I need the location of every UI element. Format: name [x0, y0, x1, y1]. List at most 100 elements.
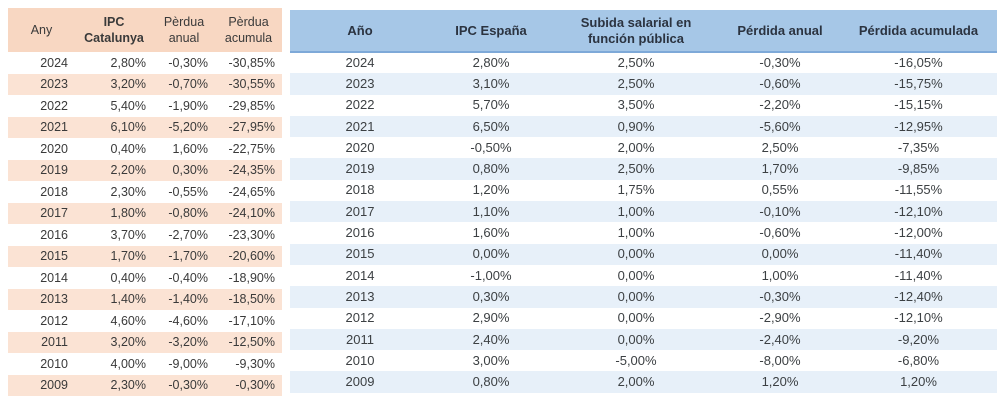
value-cell: -27,95% [215, 116, 282, 138]
value-cell: -0,30% [720, 286, 840, 308]
year-cell: 2015 [290, 243, 430, 265]
year-cell: 2018 [40, 184, 68, 199]
value-cell: -2,70% [168, 227, 208, 242]
value-cell: 0,00% [720, 243, 840, 265]
year-cell: 2019 [8, 159, 75, 181]
value-cell: 3,00% [472, 352, 510, 368]
table-header: Any IPC Catalunya Pèrdua anual Pèrdua acumu… [8, 8, 282, 52]
value-cell: -18,90% [228, 270, 275, 285]
value-cell: 2,40% [430, 328, 552, 351]
table-row: 2015 1,70% -1,70% -20,60% [8, 245, 282, 267]
year-cell: 2010 [40, 356, 68, 371]
value-cell: -11,40% [894, 267, 943, 283]
value-cell: 1,20% [720, 371, 840, 393]
year-cell: 2013 [290, 286, 430, 308]
value-cell: 1,70% [720, 158, 840, 180]
value-cell: 5,40% [110, 98, 146, 113]
value-cell: -0,55% [168, 184, 208, 199]
value-cell: 1,60% [472, 225, 510, 241]
value-cell: 1,40% [75, 288, 153, 310]
value-cell: -11,40% [840, 243, 997, 265]
table-row: 2019 0,80% 2,50% 1,70% -9,85% [290, 158, 997, 180]
value-cell: -0,10% [720, 201, 840, 223]
value-cell: 0,00% [552, 243, 720, 265]
year-cell: 2020 [40, 141, 68, 156]
value-cell: 0,40% [110, 141, 146, 156]
value-cell: -23,30% [228, 227, 275, 242]
column-header: Subida salarial en función pública [552, 10, 720, 53]
value-cell: -0,60% [720, 73, 840, 95]
table-row: 2012 4,60% -4,60% -17,10% [8, 310, 282, 332]
table-row: 2009 2,30% -0,30% -0,30% [8, 374, 282, 396]
year-cell: 2012 [40, 313, 68, 328]
year-cell: 2014 [345, 267, 375, 283]
table-row: 2010 3,00% -5,00% -8,00% -6,80% [290, 350, 997, 371]
value-cell: 2,00% [617, 139, 655, 155]
value-cell: -20,60% [215, 245, 282, 267]
table-row: 2021 6,10% -5,20% -27,95% [8, 116, 282, 138]
value-cell: 6,10% [75, 116, 153, 138]
column-header: Pèrdua acumula [215, 8, 282, 52]
value-cell: -30,85% [228, 55, 275, 70]
value-cell: 2,30% [110, 184, 146, 199]
value-cell: -2,40% [720, 328, 840, 351]
value-cell: 0,30% [430, 286, 552, 308]
year-cell: 2017 [290, 201, 430, 223]
value-cell: -12,00% [894, 225, 943, 241]
value-cell: -1,00% [470, 267, 512, 283]
value-cell: 0,00% [552, 286, 720, 308]
value-cell: -1,40% [153, 288, 215, 310]
table-row: 2024 2,80% -0,30% -30,85% [8, 52, 282, 74]
table-row: 2018 2,30% -0,55% -24,65% [8, 181, 282, 203]
column-header: Pérdida acumulada [840, 10, 997, 53]
table-row: 2018 1,20% 1,75% 0,55% -11,55% [290, 180, 997, 201]
value-cell: 0,55% [761, 182, 799, 198]
table-row: 2022 5,70% 3,50% -2,20% -15,15% [290, 95, 997, 116]
value-cell: -9,20% [840, 328, 997, 351]
value-cell: -24,10% [215, 202, 282, 224]
table-row: 2019 2,20% 0,30% -24,35% [8, 159, 282, 181]
value-cell: -12,10% [894, 310, 943, 326]
year-cell: 2019 [290, 158, 430, 180]
value-cell: 2,90% [472, 310, 510, 326]
table-row: 2023 3,10% 2,50% -0,60% -15,75% [290, 73, 997, 95]
value-cell: -7,35% [897, 139, 940, 155]
table-row: 2017 1,10% 1,00% -0,10% -12,10% [290, 201, 997, 223]
value-cell: 3,20% [75, 331, 153, 353]
value-cell: 1,00% [617, 225, 655, 241]
year-cell: 2021 [8, 116, 75, 138]
table-row: 2020 0,40% 1,60% -22,75% [8, 138, 282, 160]
value-cell: -0,80% [153, 202, 215, 224]
value-cell: 4,00% [110, 356, 146, 371]
year-cell: 2013 [8, 288, 75, 310]
value-cell: -0,30% [759, 55, 801, 71]
column-header: Año [290, 10, 430, 53]
year-cell: 2016 [40, 227, 68, 242]
year-cell: 2017 [8, 202, 75, 224]
value-cell: 0,80% [430, 158, 552, 180]
ipc-espana-table: Año IPC España Subida salarial en función … [290, 10, 997, 393]
value-cell: 2,80% [110, 55, 146, 70]
value-cell: 3,10% [430, 73, 552, 95]
value-cell: 0,00% [430, 243, 552, 265]
value-cell: -15,15% [894, 97, 943, 113]
value-cell: -2,90% [759, 310, 801, 326]
value-cell: 0,40% [110, 270, 146, 285]
year-cell: 2023 [290, 73, 430, 95]
value-cell: -6,80% [897, 352, 940, 368]
table-row: 2021 6,50% 0,90% -5,60% -12,95% [290, 115, 997, 138]
year-cell: 2018 [345, 182, 375, 198]
table-row: 2017 1,80% -0,80% -24,10% [8, 202, 282, 224]
year-cell: 2010 [345, 352, 375, 368]
table-row: 2012 2,90% 0,00% -2,90% -12,10% [290, 308, 997, 329]
value-cell: 1,60% [172, 141, 208, 156]
value-cell: -0,70% [153, 73, 215, 95]
value-cell: 2,50% [761, 139, 799, 155]
year-cell: 2011 [8, 331, 75, 353]
value-cell: -16,05% [894, 55, 943, 71]
value-cell: -0,40% [168, 270, 208, 285]
value-cell: -12,40% [840, 286, 997, 308]
value-cell: -5,00% [615, 352, 657, 368]
table-row: 2011 2,40% 0,00% -2,40% -9,20% [290, 328, 997, 351]
